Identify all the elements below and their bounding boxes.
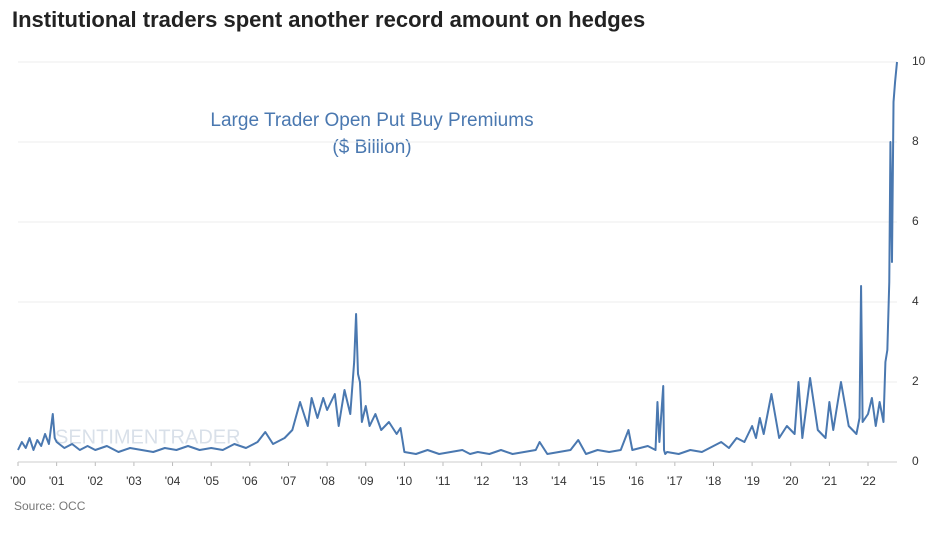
y-tick-label: 4	[912, 294, 919, 308]
x-tick-label: '13	[512, 474, 528, 488]
x-tick-label: '10	[397, 474, 413, 488]
x-tick-label: '01	[49, 474, 65, 488]
x-tick-label: '07	[281, 474, 297, 488]
x-tick-label: '00	[10, 474, 26, 488]
x-tick-label: '05	[203, 474, 219, 488]
x-tick-label: '02	[87, 474, 103, 488]
x-tick-label: '06	[242, 474, 258, 488]
y-tick-label: 0	[912, 454, 919, 468]
watermark: SENTIMENTRADER	[55, 426, 241, 448]
x-tick-label: '19	[744, 474, 760, 488]
x-tick-label: '08	[319, 474, 335, 488]
x-tick-label: '12	[474, 474, 490, 488]
y-tick-label: 2	[912, 374, 919, 388]
x-tick-label: '09	[358, 474, 374, 488]
chart-title: Institutional traders spent another reco…	[12, 7, 645, 32]
annotation: Large Trader Open Put Buy Premiums	[210, 110, 533, 131]
y-tick-label: 8	[912, 134, 919, 148]
x-tick-label: '15	[590, 474, 606, 488]
x-tick-label: '22	[860, 474, 876, 488]
x-tick-label: '04	[165, 474, 181, 488]
y-tick-label: 6	[912, 214, 919, 228]
x-tick-label: '21	[822, 474, 838, 488]
x-tick-label: '18	[706, 474, 722, 488]
y-tick-label: 10	[912, 54, 926, 68]
data-line	[17, 61, 898, 455]
source: Source: OCC	[14, 499, 86, 513]
x-tick-label: '16	[628, 474, 644, 488]
x-tick-label: '11	[436, 474, 451, 488]
x-tick-label: '17	[667, 474, 683, 488]
annotation: ($ Billion)	[332, 137, 411, 158]
x-tick-label: '03	[126, 474, 142, 488]
x-tick-label: '20	[783, 474, 799, 488]
x-tick-label: '14	[551, 474, 567, 488]
